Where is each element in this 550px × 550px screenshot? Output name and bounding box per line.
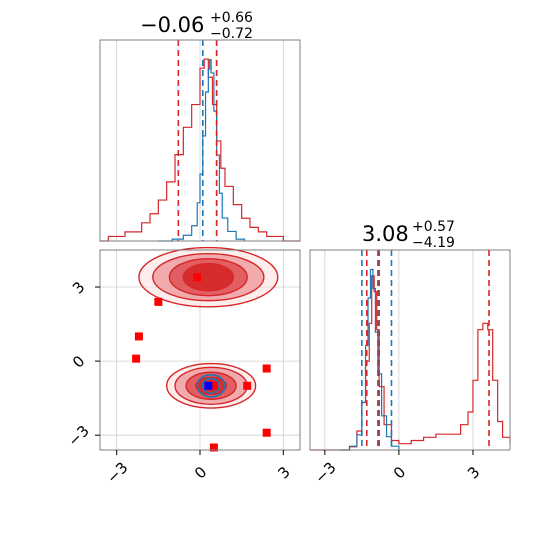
joint-ytick-label-1: 0	[69, 352, 88, 371]
hist-red-param1	[310, 275, 511, 451]
red-marker-8	[209, 443, 218, 452]
red-marker-6	[262, 364, 271, 373]
red-marker-4	[209, 381, 218, 390]
red-marker-5	[243, 381, 252, 390]
joint-xtick-label-1: 0	[191, 463, 210, 482]
panel-hist-param0: −0.06 +0.66 −0.72	[99, 10, 301, 242]
title-param1-minus: −4.19	[412, 235, 455, 251]
frame-hist-param0	[99, 39, 301, 242]
panel-joint: −3 0 3 −3 0 3	[65, 246, 301, 487]
joint-xtick-label-2: 3	[274, 463, 293, 482]
red-marker-2	[134, 332, 143, 341]
red-marker-0	[193, 273, 202, 282]
title-param1-median: 3.08	[362, 222, 409, 246]
title-param0-median: −0.06	[140, 13, 204, 37]
red-marker-7	[262, 428, 271, 437]
blue-marker-0	[204, 381, 213, 390]
blue-contour-1	[196, 373, 226, 398]
joint-ytick-label-0: −3	[65, 422, 93, 450]
red-marker-3	[132, 354, 141, 363]
red-contour-0-0	[182, 262, 235, 292]
panel-hist-param1: 3.08 +0.57 −4.19 −3 0 3	[309, 219, 511, 487]
joint-ytick-label-2: 3	[69, 278, 88, 297]
hist1-xtick-label-2: 3	[464, 463, 483, 482]
hist-red-param0	[100, 58, 300, 242]
hist-blue-param0	[158, 58, 246, 242]
title-param1-plus: +0.57	[412, 219, 455, 235]
joint-xtick-label-0: −3	[103, 459, 131, 487]
hist1-xtick-label-0: −3	[311, 459, 339, 487]
red-marker-1	[154, 297, 163, 306]
hist-blue-param1	[339, 268, 400, 451]
blue-contour-0	[201, 377, 221, 395]
hist1-xtick-label-1: 0	[390, 463, 409, 482]
title-param0-minus: −0.72	[210, 26, 253, 42]
title-param0-plus: +0.66	[210, 10, 253, 26]
frame-hist-param1	[309, 249, 511, 451]
